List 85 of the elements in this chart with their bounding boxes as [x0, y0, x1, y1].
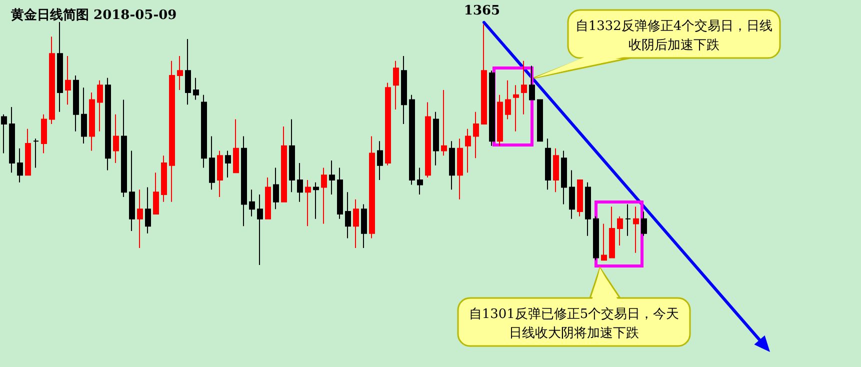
- candlestick: [529, 65, 535, 100]
- candlestick: [337, 167, 343, 220]
- candlestick: [449, 140, 455, 190]
- candlestick: [129, 150, 135, 232]
- candlestick: [545, 138, 551, 190]
- candlestick: [553, 148, 559, 193]
- candlestick: [377, 140, 383, 180]
- candlestick: [89, 92, 95, 152]
- candlestick: [9, 106, 15, 174]
- candlestick: [465, 128, 471, 174]
- candlestick: [113, 114, 119, 164]
- candlestick: [361, 204, 367, 248]
- candlestick: [489, 70, 495, 146]
- candlestick: [257, 194, 263, 266]
- candlestick: [25, 128, 31, 176]
- candlestick: [73, 74, 79, 132]
- candlestick: [633, 206, 639, 254]
- candlestick: [393, 60, 399, 110]
- candlestick: [521, 60, 527, 115]
- candlestick: [201, 94, 207, 168]
- candlestick: [97, 80, 103, 132]
- candlestick: [577, 179, 583, 217]
- candlestick: [145, 186, 151, 234]
- candlestick: [417, 167, 423, 196]
- candlestick: [641, 211, 647, 236]
- candlestick: [105, 77, 111, 171]
- candlestick: [617, 216, 623, 246]
- candlestick: [561, 150, 567, 205]
- annotation: 1365: [464, 3, 500, 18]
- candlestick: [385, 82, 391, 166]
- candlestick: [497, 94, 503, 146]
- candlestick: [409, 94, 415, 186]
- candlestick: [425, 102, 431, 178]
- candlestick: [249, 189, 255, 217]
- candlestick: [241, 136, 247, 227]
- candlestick: [625, 204, 631, 236]
- candlestick: [161, 155, 167, 202]
- candlestick: [473, 111, 479, 159]
- candlestick: [609, 206, 615, 258]
- candlestick: [17, 148, 23, 183]
- candlestick: [121, 99, 127, 198]
- candlestick: [441, 90, 447, 156]
- candlestick: [193, 77, 199, 100]
- candlestick: [217, 150, 223, 198]
- candlestick: [273, 167, 279, 210]
- candlestick: [265, 177, 271, 220]
- candlestick: [233, 118, 239, 174]
- candlestick: [593, 216, 599, 261]
- candlestick: [537, 99, 543, 142]
- candlestick: [33, 138, 39, 168]
- candlestick: [137, 189, 143, 248]
- candlestick: [569, 170, 575, 220]
- candlestick: [209, 136, 215, 190]
- candlestick: [225, 150, 231, 178]
- candlestick: [177, 56, 183, 91]
- annotation: 自1332反弹修正4个交易日，日线收阴后加速下跌: [575, 18, 773, 53]
- candlestick: [81, 87, 87, 144]
- candlestick: [65, 56, 71, 106]
- candlestick: [345, 192, 351, 239]
- candlestick: [305, 179, 311, 227]
- candlestick: [289, 118, 295, 193]
- candlestick: [585, 182, 591, 236]
- candlestick: [297, 162, 303, 202]
- candlestick: [481, 24, 487, 125]
- candlestick: [353, 198, 359, 248]
- candlestick: [369, 136, 375, 239]
- chart-title: 黄金日线简图 2018-05-09: [10, 8, 177, 23]
- candlestick: [433, 111, 439, 166]
- candlestick: [281, 126, 287, 202]
- candlestick: [169, 60, 175, 202]
- candlestick: [601, 223, 607, 261]
- text: 自1301反弹已修正5个交易日，今天日线收大阴将加速下跌: [468, 306, 680, 341]
- candlestick: [185, 38, 191, 106]
- candlestick: [153, 172, 159, 214]
- candlestick: [1, 114, 7, 154]
- candlestick: [57, 22, 63, 112]
- candlestick: [513, 84, 519, 132]
- candlestick: [401, 56, 407, 125]
- candlestick: [313, 182, 319, 220]
- candlestick: [49, 36, 55, 125]
- candlestick: [505, 80, 511, 120]
- candlestick: [321, 167, 327, 224]
- candlestick: [457, 138, 463, 200]
- candlestick: [41, 114, 47, 154]
- candlestick: [329, 160, 335, 196]
